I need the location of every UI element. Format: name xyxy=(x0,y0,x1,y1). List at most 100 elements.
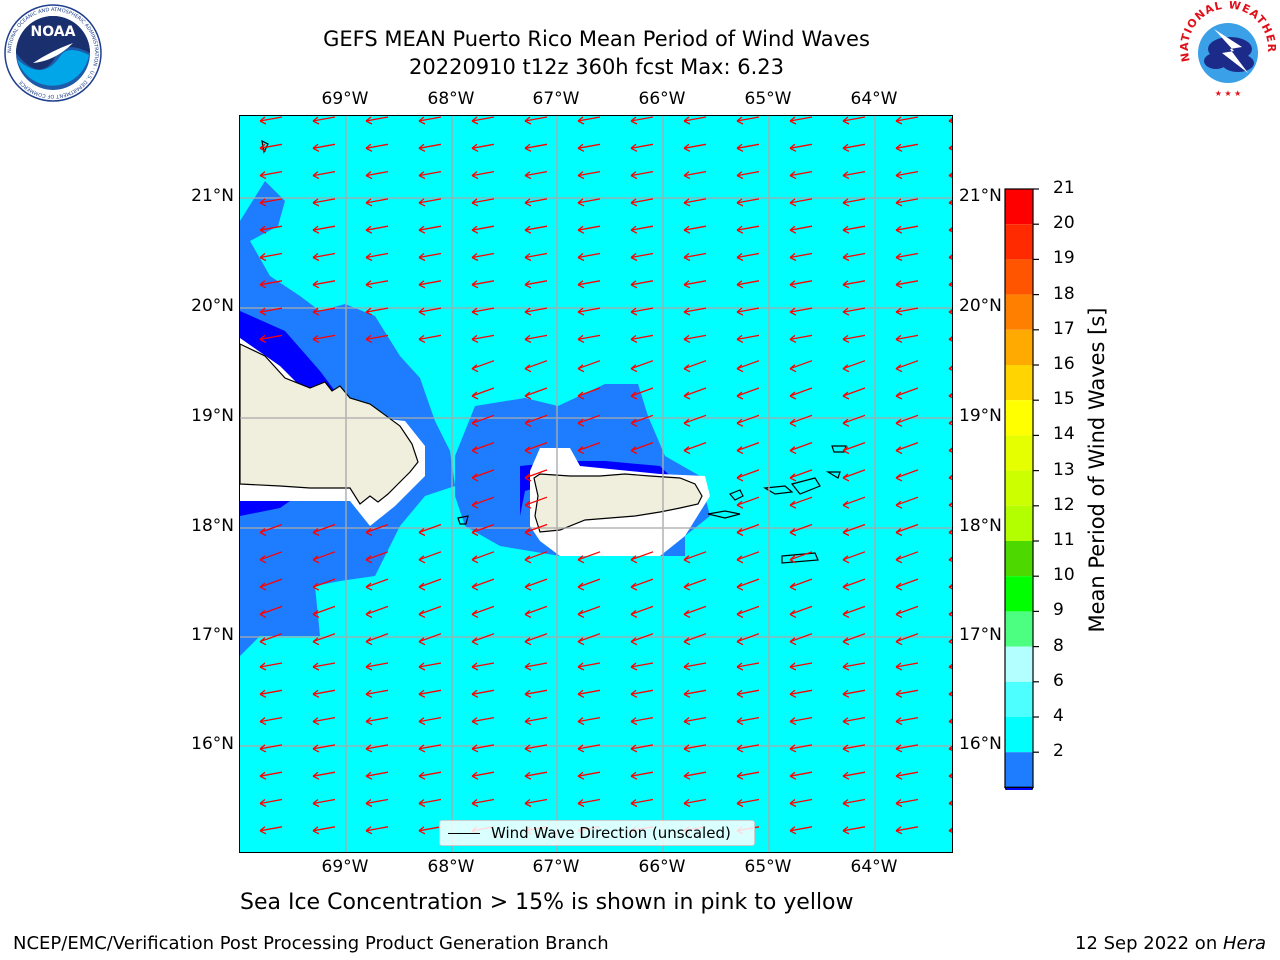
footer-host: Hera xyxy=(1222,933,1266,954)
lat-label-right-16n: 16°N xyxy=(959,734,1002,754)
wind-wave-arrow xyxy=(259,798,283,808)
wind-wave-arrow xyxy=(577,334,601,343)
wind-wave-arrow xyxy=(471,441,495,455)
wind-wave-arrow xyxy=(842,633,866,646)
wind-wave-arrow xyxy=(524,662,548,671)
wind-wave-arrow xyxy=(418,689,442,698)
wind-wave-arrow xyxy=(842,280,866,289)
wind-wave-arrow xyxy=(259,280,283,289)
wind-wave-arrow xyxy=(842,716,866,726)
wind-wave-arrow xyxy=(630,633,654,646)
wind-wave-arrow xyxy=(630,689,654,698)
wind-wave-arrow xyxy=(895,307,919,316)
land-anegada xyxy=(831,445,847,453)
wind-wave-arrow xyxy=(471,360,495,373)
wind-wave-arrow xyxy=(418,551,442,564)
wind-wave-arrow xyxy=(312,689,336,698)
wind-wave-arrow xyxy=(418,307,442,316)
wind-wave-arrow xyxy=(789,280,813,289)
wind-wave-arrow xyxy=(895,252,919,262)
wind-wave-arrow xyxy=(948,556,952,563)
wind-wave-arrow xyxy=(312,605,336,618)
wind-wave-arrow xyxy=(365,826,389,835)
wind-wave-arrow xyxy=(312,826,336,835)
wind-wave-arrow xyxy=(524,307,548,316)
wind-wave-arrow xyxy=(577,360,601,373)
wind-wave-arrow xyxy=(524,170,548,180)
wind-wave-arrow xyxy=(789,496,813,509)
colorbar-tick-label: 11 xyxy=(1053,530,1075,550)
noaa-logo-text: NOAA xyxy=(31,24,76,40)
lon-label-bottom-65w: 65°W xyxy=(744,857,792,877)
colorbar-tick-label: 16 xyxy=(1053,354,1075,374)
wind-wave-arrow xyxy=(630,116,654,125)
wind-wave-arrow xyxy=(948,420,952,426)
wind-wave-arrow xyxy=(259,744,283,753)
lat-label-right-18n: 18°N xyxy=(959,516,1002,536)
wind-wave-arrow xyxy=(948,718,952,724)
wind-wave-arrow xyxy=(895,716,919,726)
wind-wave-arrow xyxy=(683,662,707,671)
wind-wave-arrow xyxy=(789,387,813,400)
wind-wave-arrow xyxy=(577,252,601,262)
wind-wave-arrow xyxy=(736,798,760,808)
wind-wave-arrow xyxy=(577,198,601,207)
wind-wave-arrow xyxy=(895,578,919,591)
wind-wave-arrow xyxy=(842,307,866,316)
lon-label-top-69w: 69°W xyxy=(321,89,369,109)
wind-wave-arrow xyxy=(577,225,601,234)
land-puerto-rico xyxy=(533,473,703,533)
map-panel: Wind Wave Direction (unscaled) xyxy=(239,115,953,853)
wind-wave-arrow xyxy=(842,826,866,835)
colorbar-tick-label: 15 xyxy=(1053,389,1075,410)
wind-wave-arrow xyxy=(630,170,654,180)
wind-wave-arrow xyxy=(365,578,389,591)
wind-wave-arrow xyxy=(365,523,389,537)
colorbar-tick-label: 8 xyxy=(1053,635,1064,656)
wind-wave-arrow xyxy=(789,441,813,455)
wind-wave-arrow xyxy=(471,662,495,671)
wind-wave-arrow xyxy=(312,771,336,780)
wind-wave-arrow xyxy=(948,772,952,779)
wind-wave-arrow xyxy=(524,198,548,207)
colorbar-segment xyxy=(1005,365,1033,401)
wind-wave-arrow xyxy=(577,387,601,400)
wind-wave-arrow xyxy=(736,523,760,537)
wind-wave-arrow xyxy=(471,496,495,509)
wind-wave-arrow xyxy=(895,633,919,646)
footer-date: 12 Sep 2022 on xyxy=(1075,933,1223,954)
wind-wave-arrow xyxy=(948,336,952,342)
colorbar-tick-label: 21 xyxy=(1053,178,1075,198)
wind-wave-arrow xyxy=(842,252,866,262)
map-canvas xyxy=(240,116,952,852)
wind-wave-arrow xyxy=(418,252,442,262)
wind-wave-arrow xyxy=(418,826,442,835)
wind-wave-arrow xyxy=(259,578,283,591)
wind-wave-arrow xyxy=(471,280,495,289)
wind-wave-arrow xyxy=(365,252,389,262)
wind-wave-arrow xyxy=(365,662,389,671)
wind-wave-arrow xyxy=(418,605,442,618)
wind-wave-arrow xyxy=(895,689,919,698)
wind-wave-arrow xyxy=(312,578,336,591)
wind-wave-arrow xyxy=(259,225,283,234)
wind-wave-arrow xyxy=(683,334,707,343)
lat-label-left-18n: 18°N xyxy=(191,516,234,536)
lon-label-top-64w: 64°W xyxy=(850,89,898,109)
wind-wave-arrow xyxy=(524,551,548,564)
wind-wave-arrow xyxy=(630,414,654,427)
wind-wave-arrow xyxy=(895,225,919,234)
wind-wave-arrow xyxy=(789,360,813,373)
wind-wave-arrow xyxy=(471,798,495,808)
lat-label-left-16n: 16°N xyxy=(191,734,234,754)
wind-wave-arrow xyxy=(842,523,866,537)
wind-wave-arrow xyxy=(471,414,495,427)
wind-wave-arrow xyxy=(312,143,336,152)
wind-wave-arrow xyxy=(630,605,654,618)
wind-wave-direction-arrows xyxy=(259,116,952,835)
wind-wave-arrow xyxy=(789,523,813,537)
wind-wave-arrow xyxy=(259,662,283,671)
wind-wave-arrow xyxy=(418,225,442,234)
wind-wave-arrow xyxy=(683,198,707,207)
wind-wave-arrow xyxy=(524,605,548,618)
